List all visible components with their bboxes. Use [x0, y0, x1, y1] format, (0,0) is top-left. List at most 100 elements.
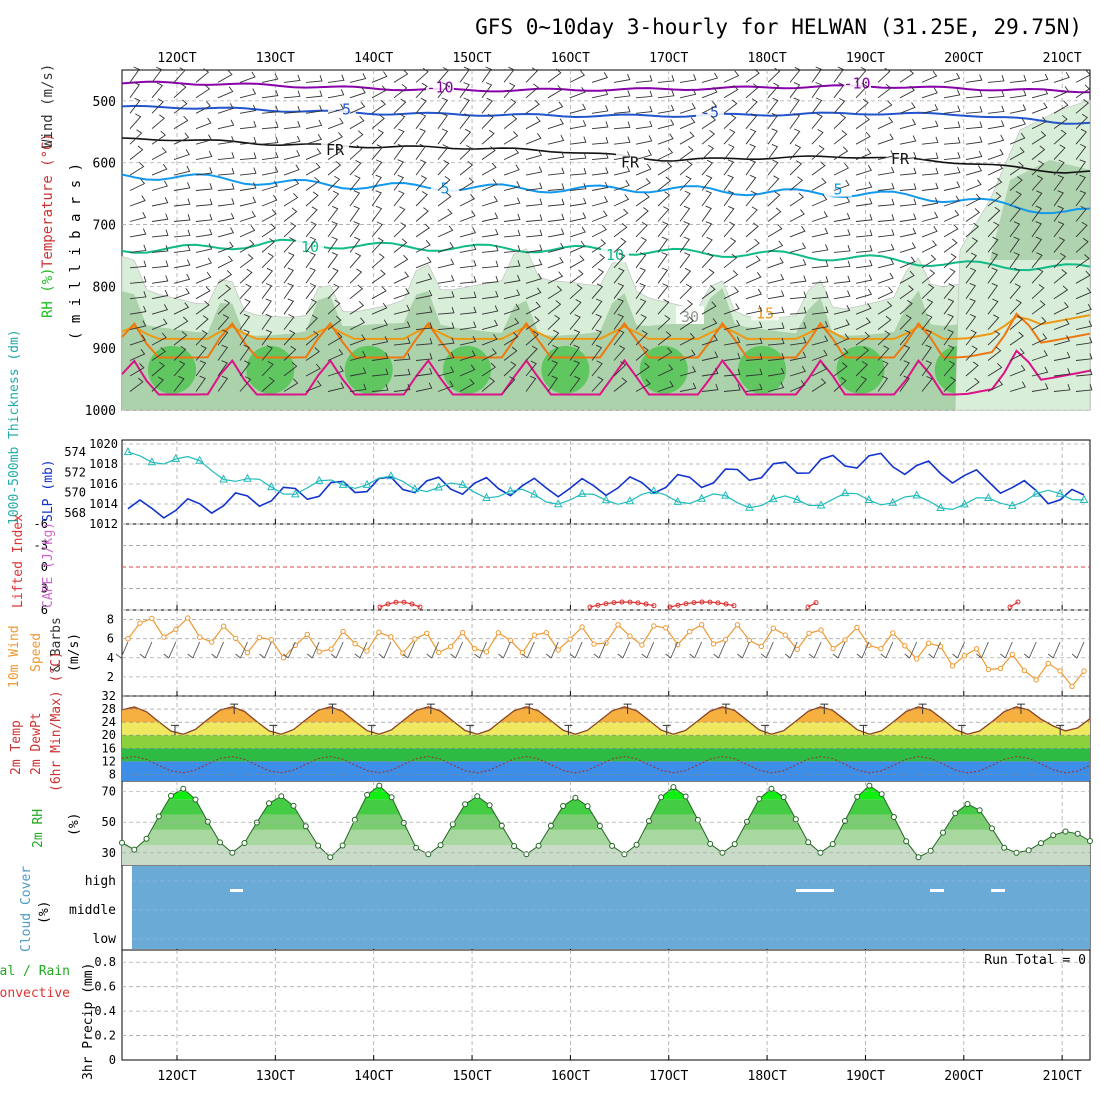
wind-barb	[481, 275, 499, 284]
wind-barb	[745, 222, 759, 238]
wind-barb	[1009, 74, 1027, 83]
wind-barb	[833, 130, 848, 145]
wind-barb	[129, 348, 146, 361]
wind-barb	[547, 257, 564, 269]
wind-barb	[129, 228, 147, 238]
wind-barb	[1075, 113, 1089, 130]
wind-barb	[921, 314, 933, 330]
wind-barb	[943, 152, 961, 161]
thickness-marker	[936, 502, 945, 511]
wind-barb	[899, 85, 915, 99]
wind-barb	[525, 166, 543, 176]
thickness-marker	[267, 482, 276, 491]
wind-barb	[239, 254, 254, 269]
wind-barb	[283, 252, 295, 269]
precip-tick-0.2: 0.2	[94, 1029, 116, 1043]
wind-barb	[195, 134, 213, 145]
wind-barb	[415, 289, 433, 300]
wind-barb	[283, 121, 301, 130]
wind-barb	[789, 259, 807, 269]
wind-barb	[129, 305, 147, 315]
wind-barb	[173, 67, 186, 83]
temp-band	[122, 722, 1090, 736]
wind-barb	[745, 98, 758, 114]
wind-barb-10m	[426, 641, 440, 659]
temp-tick-8: 8	[109, 767, 116, 781]
wind-barb	[327, 236, 338, 253]
wind-speed-marker	[591, 641, 597, 647]
wind-barb	[745, 321, 763, 331]
wind-barb	[789, 192, 805, 207]
wind-barb	[855, 274, 873, 284]
wind-barb	[173, 198, 191, 207]
wind-barb	[635, 379, 651, 392]
wind-barb	[657, 315, 671, 330]
wind-speed-marker	[388, 634, 394, 640]
cape-ylabel-cape: CAPE (J/kg)	[41, 522, 56, 608]
rh-tick-70: 70	[102, 785, 116, 799]
wind-speed-marker	[1069, 683, 1075, 690]
wind-speed-marker	[615, 622, 621, 628]
precip-ylabel-2: Convective	[0, 986, 70, 1001]
wind-barb	[767, 128, 778, 145]
wind-barb	[371, 221, 383, 238]
wind-speed-marker	[663, 625, 669, 631]
wind-barb	[547, 242, 565, 253]
wind-barb	[349, 268, 363, 284]
wind-barb	[921, 87, 938, 99]
wind-barb	[811, 145, 825, 160]
rh-marker	[792, 816, 799, 823]
upper-ytick-800: 800	[93, 280, 116, 295]
wind-barb-10m	[354, 641, 368, 659]
wind-barb	[855, 164, 872, 176]
wind-barb	[811, 306, 829, 315]
wind-barb	[371, 190, 382, 207]
wind-barb	[767, 223, 783, 238]
wind-barb	[239, 344, 250, 361]
wind-barb	[151, 197, 169, 207]
wind-barb	[305, 162, 321, 176]
wind-speed-marker	[734, 622, 741, 628]
wind-barb	[151, 66, 163, 83]
wind-barb	[657, 236, 668, 253]
wind-barb	[657, 347, 673, 361]
wind-barb	[877, 345, 890, 361]
wind-barb	[173, 83, 187, 99]
wind-barb	[789, 242, 807, 253]
wind-barb	[459, 243, 477, 253]
wind-barb	[635, 178, 651, 191]
wind-barb	[371, 336, 389, 346]
wind-barb	[987, 75, 1005, 83]
wind-barb	[745, 113, 757, 129]
wind-barb	[547, 198, 565, 207]
temp-minmax-marker	[662, 724, 671, 736]
wind-barb	[855, 148, 872, 161]
x-tick-top-17OCT: 17OCT	[649, 51, 688, 66]
wind-barb	[393, 83, 408, 99]
wind-barb	[327, 132, 344, 145]
wind-barb	[965, 165, 983, 176]
wind-barb	[1031, 316, 1047, 330]
wind-barb	[1075, 99, 1090, 114]
wind-barb	[965, 106, 983, 114]
wind-speed-marker	[376, 629, 382, 635]
wind-barb	[547, 360, 558, 377]
wind-barb	[613, 267, 625, 284]
temp-tick-16: 16	[102, 741, 116, 755]
wind-barb	[987, 314, 1000, 330]
wind-barb	[437, 82, 449, 99]
wind-barb	[943, 298, 955, 315]
wind-barb	[239, 298, 251, 315]
rh-band	[122, 845, 1090, 865]
wind-barb	[789, 176, 804, 191]
wind-barb	[613, 136, 631, 145]
wind-barb	[195, 345, 207, 361]
wind-barb	[1009, 104, 1027, 114]
rh-marker	[780, 794, 787, 801]
wind-barb	[283, 314, 295, 330]
wind-barb	[459, 335, 477, 346]
wind-barb	[657, 161, 673, 176]
wind-barb	[1053, 285, 1069, 300]
contour-label-5: 5	[833, 181, 842, 199]
wind-barb	[129, 113, 142, 129]
